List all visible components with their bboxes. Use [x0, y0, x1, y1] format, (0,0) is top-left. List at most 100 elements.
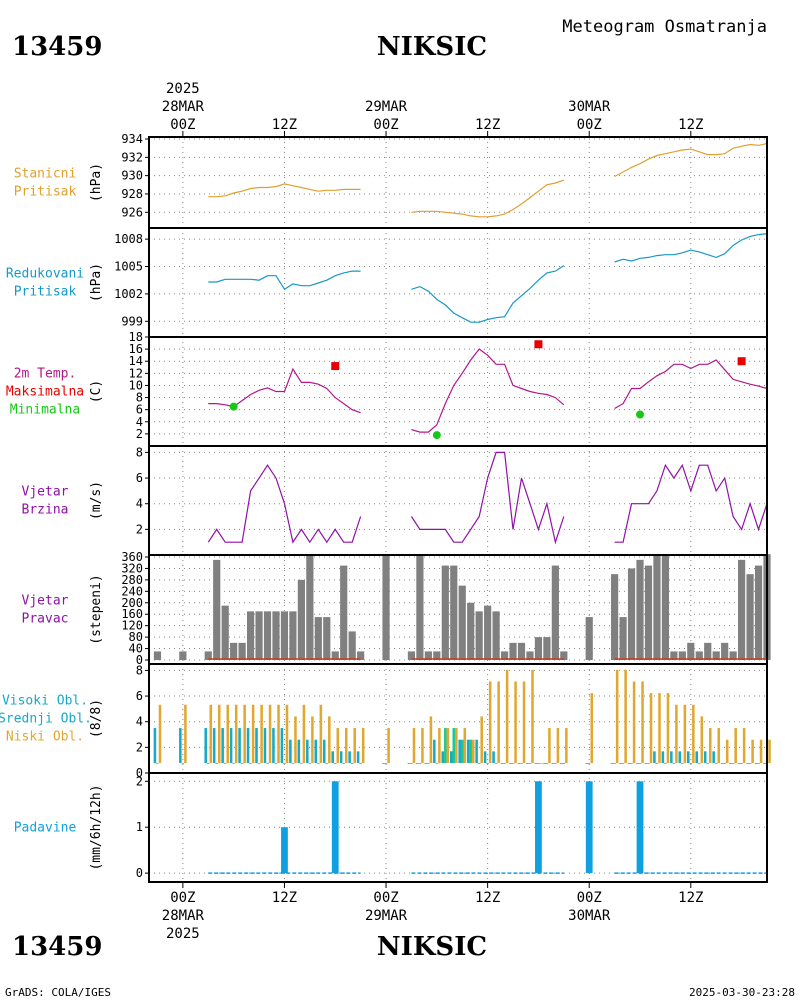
cloud-bar: [714, 763, 718, 764]
y-tick-label: 1008: [114, 232, 143, 246]
cloud-bar: [328, 716, 331, 763]
wind-dir-bar: [382, 554, 390, 660]
panel-frame: [148, 663, 768, 774]
wind-dir-bar: [644, 565, 653, 660]
bottom-date-labels: 00Z 12Z 00Z 12Z 00Z 12Z 28MAR 2025 29MAR 30MAR: [162, 882, 703, 942]
cloud-bar: [294, 716, 297, 763]
panel-label: Pravac: [22, 612, 69, 627]
cloud-bar: [322, 739, 326, 763]
tmin-marker: [229, 402, 238, 411]
cloud-bar: [700, 716, 704, 763]
wind-dir-bar: [560, 651, 568, 660]
precip-bar: [636, 781, 644, 874]
precip-bar: [331, 781, 339, 874]
cloud-bar: [272, 728, 275, 763]
panel-frame: [148, 136, 768, 229]
y-tick-label: 932: [121, 150, 143, 164]
credit: GrADS: COLA/IGES: [5, 986, 111, 999]
cloud-bar: [551, 763, 555, 764]
panel-cloud_cover: 0 2 4 6 8 (8/8)Visoki Obl. Srednji Obl. Niski O…: [0, 663, 771, 780]
panel-label: Padavine: [14, 821, 77, 836]
date-label-bottom: 30MAR: [568, 908, 611, 924]
tmin-marker: [432, 431, 441, 440]
series-line: [614, 359, 768, 410]
cloud-bar: [249, 763, 252, 764]
wind-dir-bar: [340, 565, 348, 660]
cloud-bar: [215, 763, 218, 764]
cloud-bar: [477, 763, 481, 764]
wind-dir-bar: [543, 637, 551, 660]
y-tick-label: 934: [121, 132, 143, 146]
wind-dir-bar: [585, 617, 593, 660]
cloud-bar: [537, 763, 540, 764]
cloud-bar: [209, 704, 213, 763]
y-tick-label: 2: [136, 774, 143, 788]
unit-label: (stepeni): [89, 574, 104, 644]
station-name-bottom: NIKSIC: [377, 932, 487, 962]
cloud-bar: [712, 751, 715, 763]
y-tick-label: 80: [129, 630, 143, 644]
cloud-bar: [412, 728, 416, 763]
cloud-bar: [382, 763, 385, 764]
precip-bar: [281, 827, 288, 874]
cloud-bar: [636, 763, 639, 764]
cloud-bar: [184, 704, 187, 763]
cloud-bar: [300, 763, 303, 764]
y-tick-label: 928: [121, 187, 143, 201]
tmax-marker: [737, 357, 746, 366]
cloud-bar: [297, 739, 301, 763]
cloud-bar: [725, 739, 729, 763]
cloud-bar: [653, 751, 656, 763]
cloud-bar: [435, 763, 439, 764]
cloud-bar: [528, 763, 532, 764]
cloud-bar: [407, 763, 411, 764]
y-tick-label: 2: [136, 740, 143, 754]
cloud-bar: [433, 739, 436, 763]
panel-label: Brzina: [22, 503, 69, 518]
series-line: [614, 463, 768, 543]
cloud-bar: [268, 704, 272, 763]
cloud-bar: [488, 681, 492, 763]
cloud-bar: [763, 763, 766, 764]
cloud-bar: [263, 728, 267, 763]
panel-label: Maksimalna: [6, 385, 84, 400]
cloud-bar: [424, 763, 428, 764]
cloud-bar: [666, 693, 670, 763]
cloud-bar: [240, 763, 244, 764]
wind-dir-bar: [509, 642, 517, 660]
cloud-bar: [641, 681, 644, 763]
y-tick-label: 4: [136, 415, 143, 429]
panel-label: Vjetar: [22, 594, 69, 609]
cloud-bar: [503, 763, 506, 764]
cloud-bar: [664, 763, 667, 764]
wind-dir-bar: [687, 642, 695, 660]
cloud-bar: [232, 763, 235, 764]
y-tick-label: 120: [121, 619, 143, 633]
cloud-bar: [723, 763, 726, 764]
panel-label: Visoki Obl.: [2, 694, 88, 709]
cloud-bar: [565, 728, 568, 763]
y-tick-label: 1: [136, 820, 143, 834]
wind-dir-bar: [636, 559, 644, 660]
wind-dir-bar: [721, 642, 729, 660]
wind-dir-bar: [272, 611, 280, 660]
cloud-bar: [302, 704, 306, 763]
cloud-bar: [280, 728, 284, 763]
cloud-bar: [257, 763, 261, 764]
cloud-bar: [223, 763, 227, 764]
y-tick-label: 200: [121, 596, 143, 610]
wind-dir-bar: [297, 579, 305, 660]
wind-dir-bar: [517, 642, 526, 660]
wind-dir-bar: [246, 611, 255, 660]
cloud-bar: [311, 716, 314, 763]
series-line: [614, 233, 768, 263]
cloud-bar: [291, 763, 295, 764]
cloud-bar: [514, 681, 517, 763]
cloud-bar: [500, 763, 504, 764]
wind-dir-bar: [289, 611, 297, 660]
cloud-bar: [446, 728, 450, 763]
wind-dir-bar: [492, 611, 500, 660]
time-label-top: 00Z: [577, 117, 602, 133]
precip-bar: [535, 781, 542, 874]
cloud-bar: [534, 763, 538, 764]
